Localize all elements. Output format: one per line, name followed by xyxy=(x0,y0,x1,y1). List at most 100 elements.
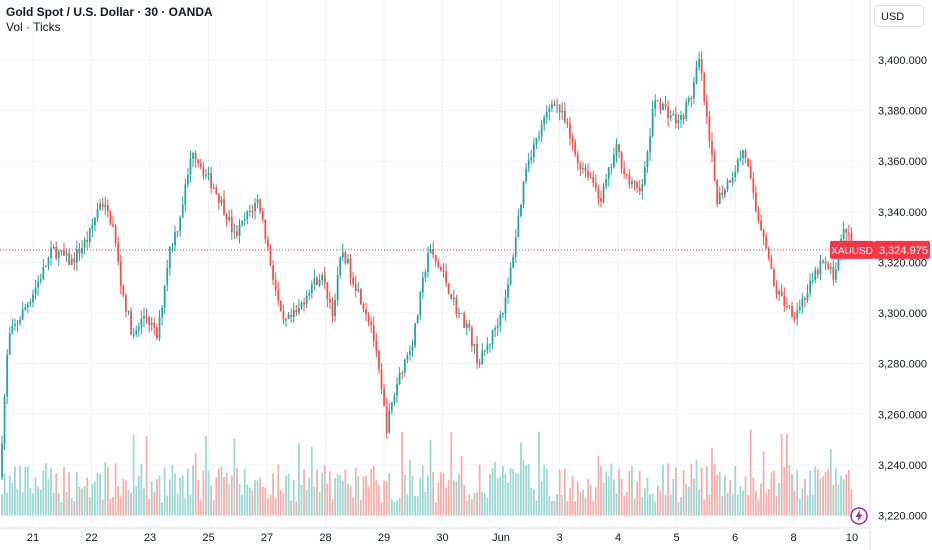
volume-bar xyxy=(326,483,329,516)
candle-body xyxy=(625,173,628,175)
volume-bar xyxy=(703,499,706,516)
candle-body xyxy=(458,313,460,315)
volume-bar xyxy=(442,473,445,516)
volume-bar xyxy=(664,494,667,516)
candle-body xyxy=(32,294,34,303)
volume-bar xyxy=(298,443,300,516)
volume-bar xyxy=(130,493,132,516)
candle-body xyxy=(816,269,819,275)
candle-body xyxy=(628,174,631,185)
candle-body xyxy=(99,203,102,210)
volume-bar xyxy=(760,483,762,516)
symbol-title[interactable]: Gold Spot / U.S. Dollar · 30 · OANDA xyxy=(6,5,213,19)
candle-body xyxy=(50,248,52,258)
volume-bar xyxy=(682,470,685,516)
volume-bar xyxy=(75,472,78,516)
volume-bar xyxy=(279,490,282,516)
candle-body xyxy=(847,232,850,234)
volume-bar xyxy=(390,499,393,516)
volume-bar xyxy=(605,471,608,516)
volume-bar xyxy=(566,500,569,516)
price-axis[interactable]: 3,220.000 3,240.000 3,260.000 3,280.000 3,30… xyxy=(878,55,927,523)
volume-bar xyxy=(447,479,450,516)
candle-body xyxy=(256,199,259,203)
candle-body xyxy=(228,216,231,220)
volume-bar xyxy=(60,502,63,516)
candle-body xyxy=(145,316,148,318)
volume-bar xyxy=(26,466,29,516)
candle-body xyxy=(357,288,360,291)
volume-bar xyxy=(641,496,644,516)
volume-bar xyxy=(421,465,424,516)
volume-bar xyxy=(1,494,3,516)
currency-button[interactable]: USD xyxy=(874,5,924,27)
candle-body xyxy=(125,295,127,312)
volume-bar xyxy=(545,468,548,516)
candle-body xyxy=(295,310,298,313)
candle-body xyxy=(308,293,311,296)
candle-body xyxy=(73,258,76,263)
volume-bar xyxy=(248,487,251,516)
candle-body xyxy=(94,218,96,226)
volume-bar xyxy=(496,478,499,516)
candle-body xyxy=(112,224,114,226)
lightning-icon[interactable] xyxy=(850,507,868,525)
candle-body xyxy=(548,108,551,113)
volume-bar xyxy=(804,479,806,516)
candle-body xyxy=(610,167,613,169)
candle-body xyxy=(566,121,569,124)
volume-bar xyxy=(589,485,592,516)
volume-bar xyxy=(81,488,83,516)
volume-bar xyxy=(44,463,47,516)
candle-body xyxy=(277,289,280,301)
time-tick-label: 3 xyxy=(556,532,562,544)
candle-body xyxy=(393,395,396,403)
candle-body xyxy=(14,324,16,326)
candle-body xyxy=(254,202,256,212)
candle-body xyxy=(396,384,398,396)
candle-body xyxy=(323,274,326,283)
volume-bar xyxy=(223,477,225,516)
volume-bar xyxy=(380,502,383,516)
volume-bar xyxy=(269,494,272,516)
volume-bar xyxy=(574,501,577,516)
volume-bar xyxy=(576,481,579,516)
volume-bar xyxy=(618,469,620,516)
volume-bar xyxy=(334,477,336,516)
volume-bar xyxy=(104,462,107,516)
candle-body xyxy=(801,298,804,307)
candle-body xyxy=(744,150,747,159)
candle-body xyxy=(163,285,166,308)
volume-bar xyxy=(775,496,778,516)
volume-indicator-label[interactable]: Vol · Ticks xyxy=(6,20,61,34)
candle-body xyxy=(303,302,305,305)
candle-body xyxy=(248,211,251,213)
volume-bar xyxy=(837,484,840,516)
candle-body xyxy=(522,181,525,205)
candle-body xyxy=(749,166,752,179)
volume-bar xyxy=(359,500,362,516)
time-axis[interactable]: 21 22 23 25 27 28 29 30 Jun 3 4 5 6 8 10 xyxy=(27,532,858,544)
volume-bar xyxy=(767,488,770,516)
candle-body xyxy=(452,297,455,300)
time-tick-label: 6 xyxy=(732,532,738,544)
candle-body xyxy=(264,219,267,240)
volume-bar xyxy=(316,469,318,516)
candlesticks xyxy=(1,51,853,481)
candle-body xyxy=(721,192,724,195)
volume-bar xyxy=(212,499,215,516)
volume-bar xyxy=(243,468,246,516)
volume-bar xyxy=(535,500,538,516)
candle-body xyxy=(246,211,249,220)
volume-bar xyxy=(770,472,773,516)
candle-body xyxy=(37,281,40,288)
candle-body xyxy=(659,101,662,111)
candle-body xyxy=(791,305,793,317)
volume-bar xyxy=(143,488,145,516)
candle-body xyxy=(576,154,579,164)
volume-bar xyxy=(114,463,117,516)
candle-body xyxy=(551,104,553,109)
candle-body xyxy=(70,258,73,265)
candle-body xyxy=(101,203,104,207)
